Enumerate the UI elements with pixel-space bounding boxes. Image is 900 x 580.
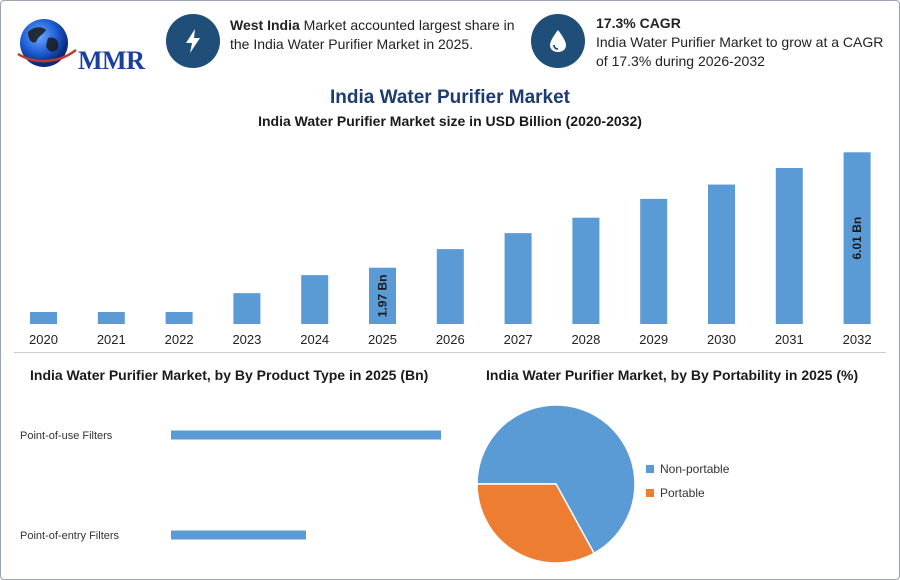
x-tick-2024: 2024	[300, 332, 329, 347]
data-label-2025: 1.97 Bn	[376, 275, 390, 318]
x-tick-2032: 2032	[843, 332, 872, 347]
legend-swatch-non-portable	[646, 465, 654, 473]
x-tick-2028: 2028	[571, 332, 600, 347]
info-cagr-bold: 17.3% CAGR	[596, 15, 681, 31]
x-tick-2031: 2031	[775, 332, 804, 347]
bar-2025	[369, 267, 396, 324]
bar-2028	[572, 217, 600, 324]
hbar-point-of-use-filters	[171, 430, 441, 440]
bar-2020	[30, 312, 57, 324]
bar-2031	[775, 168, 803, 324]
bar-2027	[504, 233, 532, 324]
info-cagr: 17.3% CAGR India Water Purifier Market t…	[596, 14, 886, 71]
legend-swatch-portable	[646, 489, 654, 497]
legend-label-non-portable: Non-portable	[660, 462, 730, 476]
data-label-2032: 6.01 Bn	[850, 217, 864, 260]
info-west-india-bold: West India	[230, 17, 300, 33]
bar-2026	[436, 249, 464, 324]
pie-slice-non-portable	[476, 404, 636, 555]
bar-2024	[301, 275, 329, 324]
lightning-icon	[166, 14, 220, 68]
bar-2032	[843, 152, 871, 324]
water-drop-icon	[531, 14, 585, 68]
info-west-india-text: Market accounted largest share in the In…	[230, 17, 515, 52]
x-tick-2026: 2026	[436, 332, 465, 347]
x-tick-2022: 2022	[165, 332, 194, 347]
market-size-bar-chart: 2020 2021 2022 2023 2024 2025 1.97 Bn 2026 2027 2…	[29, 152, 872, 347]
hbar-point-of-entry-filters	[171, 530, 306, 540]
x-tick-2021: 2021	[97, 332, 126, 347]
info-cagr-text: India Water Purifier Market to grow at a…	[596, 34, 884, 69]
x-tick-2020: 2020	[29, 332, 58, 347]
logo-text: MMR	[78, 46, 145, 75]
x-tick-2023: 2023	[232, 332, 261, 347]
mmr-logo: MMR	[14, 14, 145, 76]
bar-2029	[640, 198, 668, 324]
bar-2030	[708, 184, 735, 324]
portability-title: India Water Purifier Market, by By Porta…	[486, 367, 859, 383]
info-west-india: West India Market accounted largest shar…	[230, 16, 520, 54]
x-tick-2030: 2030	[707, 332, 736, 347]
x-tick-2025: 2025	[368, 332, 397, 347]
hbar-label-0: Point-of-use Filters	[20, 430, 113, 442]
pie-slice-portable	[476, 483, 596, 564]
hbar-label-1: Point-of-entry Filters	[20, 530, 120, 542]
x-tick-2027: 2027	[504, 332, 533, 347]
legend-label-portable: Portable	[660, 486, 705, 500]
product-type-bar-chart: Point-of-use Filters Point-of-entry Filte…	[20, 430, 441, 542]
main-title: India Water Purifier Market	[329, 87, 571, 108]
bar-2022	[165, 312, 193, 324]
bar-chart-title: India Water Purifier Market size in USD …	[258, 113, 642, 129]
product-type-title: India Water Purifier Market, by By Produ…	[30, 367, 429, 383]
globe-icon	[17, 19, 77, 67]
bar-2023	[233, 293, 261, 324]
section-divider	[14, 352, 886, 353]
portability-pie-chart: Non-portable Portable	[476, 404, 730, 564]
x-tick-2029: 2029	[639, 332, 668, 347]
bar-2021	[97, 312, 125, 324]
